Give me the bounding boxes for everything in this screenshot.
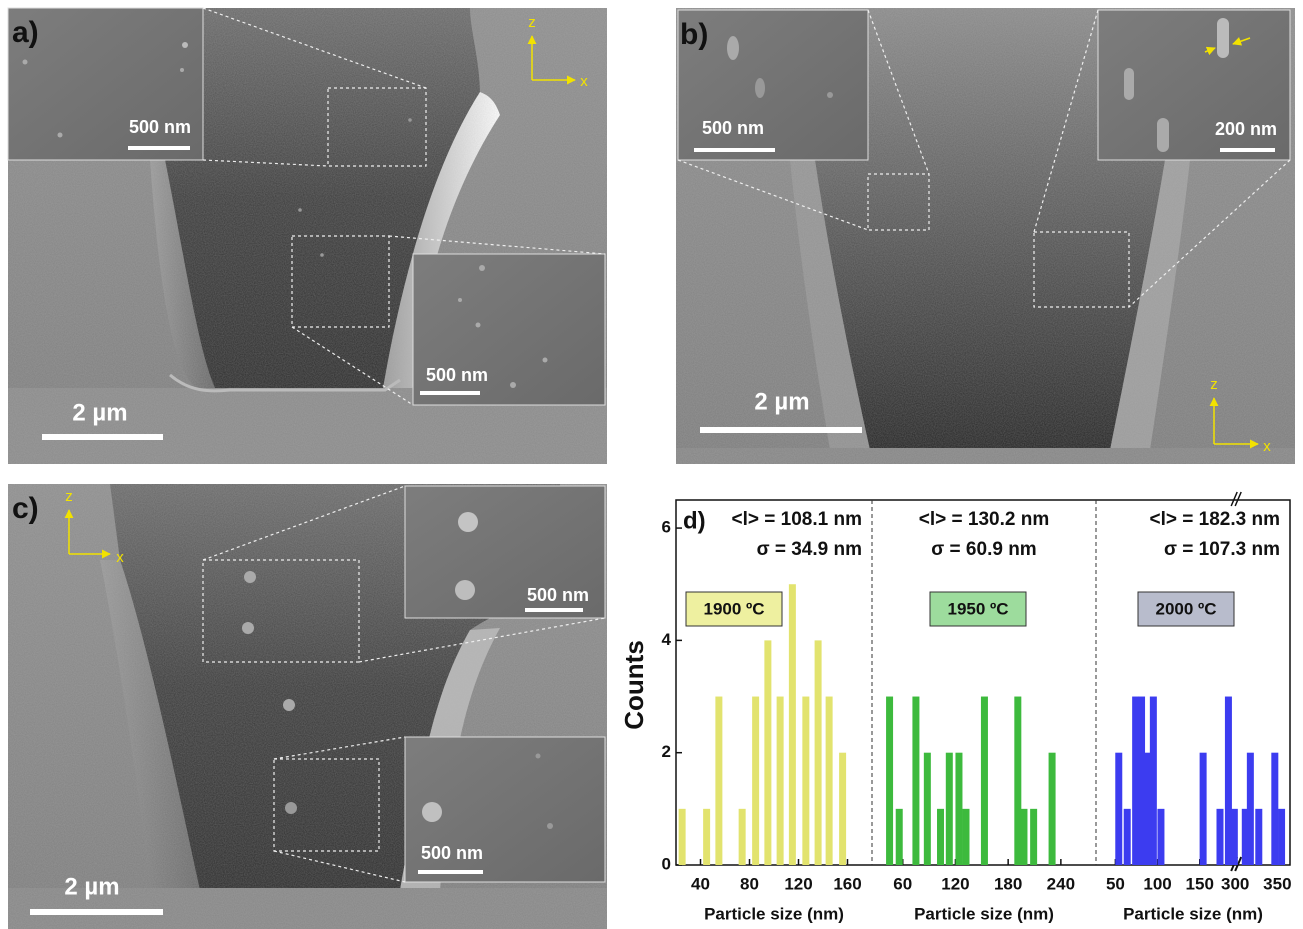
legend-label: 1950 ºC: [947, 599, 1008, 618]
annotation: σ = 107.3 nm: [1164, 539, 1280, 560]
x-axis-label: Particle size (nm): [704, 904, 844, 923]
x-tick-label: 350: [1263, 874, 1291, 893]
y-tick-label: 6: [662, 518, 671, 537]
bar: [802, 697, 809, 865]
scale-label: 500 nm: [527, 585, 589, 605]
x-axis-label: Particle size (nm): [914, 904, 1054, 923]
bar: [1247, 753, 1254, 865]
annotation: <l> = 130.2 nm: [919, 509, 1049, 530]
bar: [1115, 753, 1122, 865]
figure: 500 nm 500 nm 2 µm a) z x 500 nm 200 nm …: [0, 0, 1303, 929]
axis-label: x: [116, 549, 124, 566]
x-tick-label: 180: [994, 874, 1022, 893]
x-tick-label: 240: [1047, 874, 1075, 893]
bar: [815, 640, 822, 865]
axis-label: z: [65, 488, 73, 505]
panel-label: a): [12, 16, 39, 49]
annotation: <l> = 108.1 nm: [732, 509, 862, 530]
scale-label: 500 nm: [129, 117, 191, 137]
sem-panel-b: 500 nm 200 nm 2 µm b) z x: [676, 8, 1295, 464]
x-tick-label: 120: [784, 874, 812, 893]
y-axis-label: Counts: [619, 640, 649, 730]
panel-label: d): [683, 507, 706, 534]
bar: [739, 809, 746, 865]
bar: [1255, 809, 1262, 865]
y-tick-label: 0: [662, 854, 671, 873]
bar: [1157, 809, 1164, 865]
bar: [1020, 809, 1027, 865]
bar: [715, 697, 722, 865]
y-tick-label: 2: [662, 742, 671, 761]
bar: [679, 809, 686, 865]
bar: [826, 697, 833, 865]
sem-panel-a: 500 nm 500 nm 2 µm a) z x: [8, 8, 607, 464]
bar: [955, 753, 962, 865]
bar: [1231, 809, 1238, 865]
bar: [1200, 753, 1207, 865]
x-tick-label: 300: [1221, 874, 1249, 893]
bar: [1278, 809, 1285, 865]
scale-label: 200 nm: [1215, 119, 1277, 139]
x-axis-label: Particle size (nm): [1123, 904, 1263, 923]
axis-label: x: [1263, 438, 1271, 455]
bar: [924, 753, 931, 865]
bar: [896, 809, 903, 865]
bar: [1271, 753, 1278, 865]
legend-label: 2000 ºC: [1155, 599, 1216, 618]
x-tick-label: 80: [740, 874, 759, 893]
bar: [962, 809, 969, 865]
axis-label: z: [528, 14, 536, 31]
bar: [752, 697, 759, 865]
bar: [1049, 753, 1056, 865]
bar: [1014, 697, 1021, 865]
x-tick-label: 60: [893, 874, 912, 893]
x-tick-label: 100: [1143, 874, 1171, 893]
bar: [946, 753, 953, 865]
scale-label: 2 µm: [754, 388, 809, 415]
axis-label: x: [580, 73, 588, 90]
sem-panel-c: 500 nm 500 nm 2 µm c) z x: [8, 484, 607, 929]
annotation: <l> = 182.3 nm: [1150, 509, 1280, 530]
panel-label: b): [680, 18, 708, 51]
scale-label: 2 µm: [64, 873, 119, 900]
bar: [937, 809, 944, 865]
bar: [839, 753, 846, 865]
bar: [1216, 809, 1223, 865]
panel-label: c): [12, 492, 39, 525]
axis-label: z: [1210, 376, 1218, 393]
scale-label: 500 nm: [426, 365, 488, 385]
bar: [764, 640, 771, 865]
x-tick-label: 160: [833, 874, 861, 893]
scale-label: 500 nm: [421, 843, 483, 863]
bar: [789, 584, 796, 865]
scale-label: 2 µm: [72, 399, 127, 426]
bar: [981, 697, 988, 865]
scale-label: 500 nm: [702, 118, 764, 138]
x-tick-label: 150: [1186, 874, 1214, 893]
histogram-panel: d) Counts 0 2 4 6 40 80 120 160 Particle size (n…: [619, 492, 1292, 923]
bar: [912, 697, 919, 865]
annotation: σ = 60.9 nm: [931, 539, 1036, 560]
bar: [1138, 697, 1145, 865]
bar: [1150, 697, 1157, 865]
annotation: σ = 34.9 nm: [757, 539, 862, 560]
bar: [703, 809, 710, 865]
x-tick-label: 50: [1106, 874, 1125, 893]
bar: [777, 697, 784, 865]
y-tick-label: 4: [662, 630, 672, 649]
bar: [1124, 809, 1131, 865]
x-tick-label: 120: [941, 874, 969, 893]
legend-label: 1900 ºC: [703, 599, 764, 618]
x-tick-label: 40: [691, 874, 710, 893]
bar: [886, 697, 893, 865]
bar: [1030, 809, 1037, 865]
